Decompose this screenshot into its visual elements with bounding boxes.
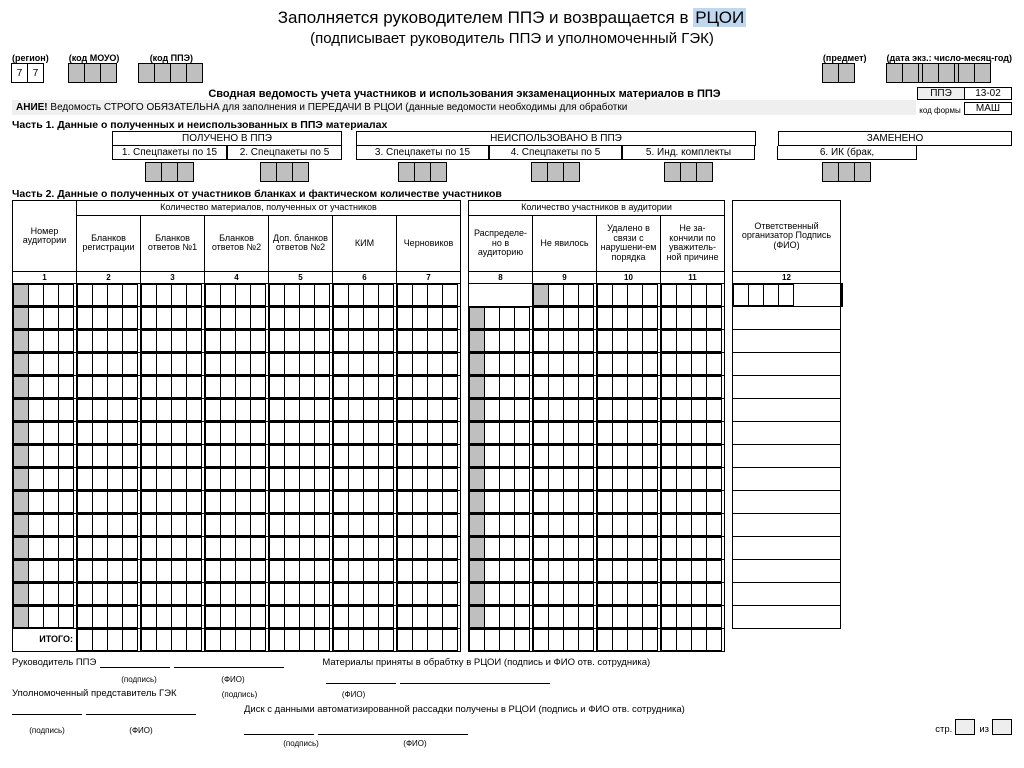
p1-grp1: ПОЛУЧЕНО В ППЭ — [112, 131, 342, 146]
subject-field: (предмет) — [823, 53, 867, 83]
date-field: (дата экз.: число-месяц-год) — [887, 53, 1012, 83]
mat-label: Материалы приняты в обрабтку в РЦОИ (под… — [322, 657, 650, 668]
main-table: Номер аудиторииКоличество материалов, по… — [12, 200, 843, 651]
part1-title: Часть 1. Данные о полученных и неиспольз… — [12, 119, 1012, 131]
rcoi-highlight: РЦОИ — [693, 8, 746, 27]
form-title: Сводная ведомость учета участников и исп… — [12, 88, 917, 100]
kod-label: код формы — [916, 106, 964, 115]
ppe-label: ППЭ — [917, 87, 965, 100]
ppe-field: (код ППЭ) — [139, 53, 203, 83]
sub-title: (подписывает руководитель ППЭ и уполномо… — [12, 30, 1012, 47]
p1-grp3: ЗАМЕНЕНО — [778, 131, 1012, 146]
ruk-label: Руководитель ППЭ — [12, 657, 96, 668]
mash-label: МАШ — [964, 102, 1012, 115]
mouo-field: (код МОУО) — [69, 53, 120, 83]
main-title: Заполняется руководителем ППЭ и возвраща… — [12, 8, 1012, 28]
warning-bar: АНИЕ! Ведомость СТРОГО ОБЯЗАТЕЛЬНА для з… — [12, 100, 916, 115]
p1-grp2: НЕИСПОЛЬЗОВАНО В ППЭ — [356, 131, 756, 146]
upl-label: Уполномоченный представитель ГЭК — [12, 688, 177, 699]
region-field: (регион) 77 — [12, 53, 49, 83]
form-number: 13-02 — [964, 87, 1012, 100]
disk-label: Диск с данными автоматизированной рассад… — [244, 704, 685, 715]
part2-title: Часть 2. Данные о полученных от участник… — [12, 188, 1012, 200]
